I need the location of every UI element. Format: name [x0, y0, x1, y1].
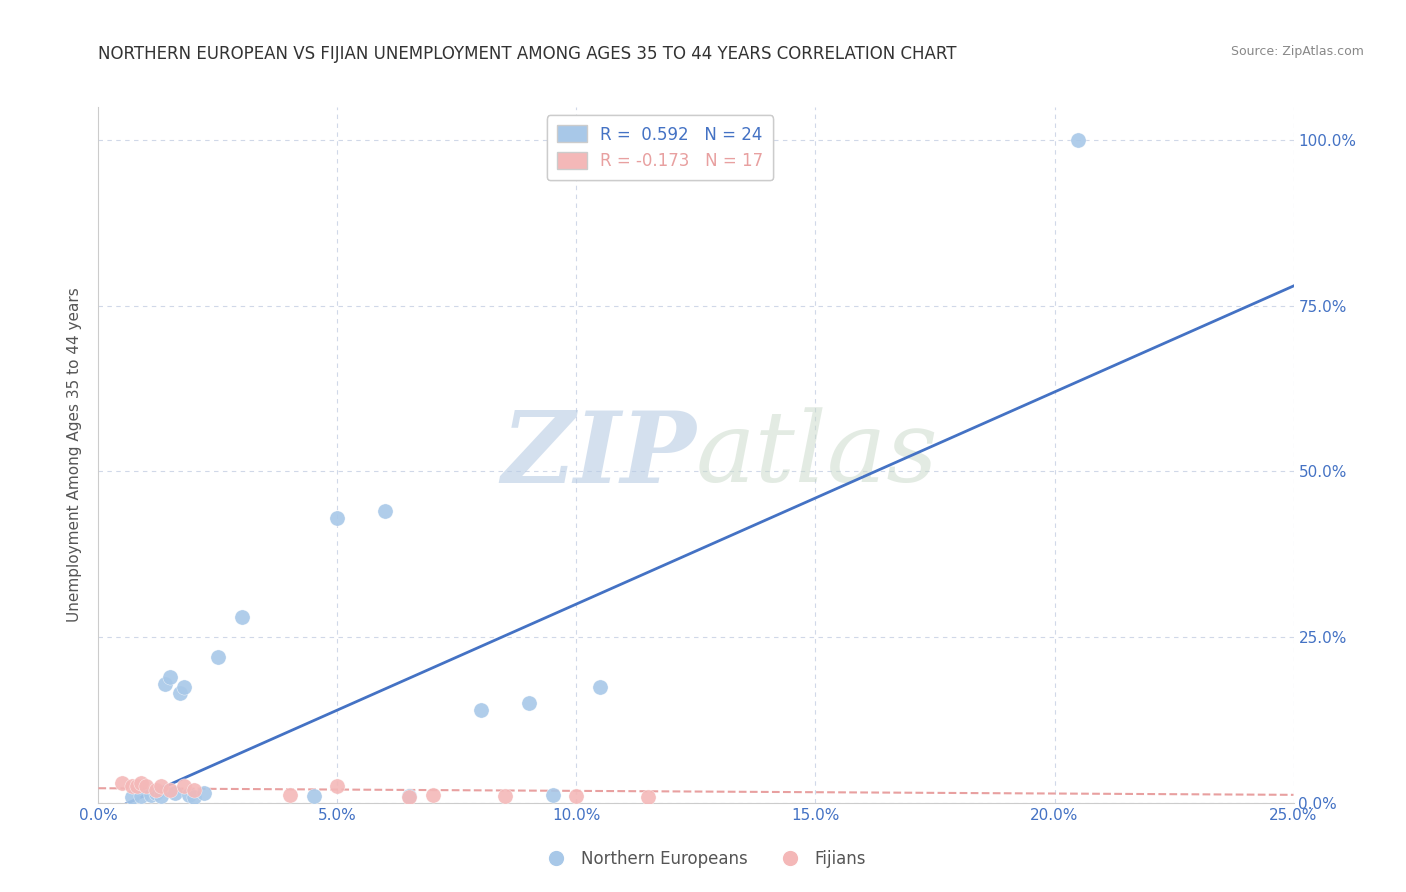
Point: [159, 670, 181, 684]
Point: [155, 676, 177, 690]
Point: [422, 788, 444, 802]
Point: [169, 686, 191, 700]
Point: [145, 782, 167, 797]
Point: [207, 650, 229, 665]
Text: Source: ZipAtlas.com: Source: ZipAtlas.com: [1230, 45, 1364, 58]
Point: [149, 789, 172, 804]
Point: [302, 789, 325, 804]
Point: [125, 779, 148, 793]
Point: [149, 779, 172, 793]
Point: [398, 790, 420, 805]
Point: [173, 779, 195, 793]
Point: [494, 789, 516, 804]
Text: ZIP: ZIP: [501, 407, 696, 503]
Legend: R =  0.592   N = 24, R = -0.173   N = 17: R = 0.592 N = 24, R = -0.173 N = 17: [547, 115, 773, 180]
Point: [470, 703, 492, 717]
Point: [173, 680, 195, 694]
Point: [179, 788, 201, 802]
Point: [139, 788, 162, 802]
Point: [131, 776, 153, 790]
Point: [183, 782, 205, 797]
Point: [145, 786, 167, 800]
Legend: Northern Europeans, Fijians: Northern Europeans, Fijians: [533, 844, 873, 875]
Point: [231, 610, 253, 624]
Point: [398, 789, 420, 804]
Y-axis label: Unemployment Among Ages 35 to 44 years: Unemployment Among Ages 35 to 44 years: [67, 287, 83, 623]
Point: [541, 788, 564, 802]
Point: [278, 788, 301, 802]
Text: NORTHERN EUROPEAN VS FIJIAN UNEMPLOYMENT AMONG AGES 35 TO 44 YEARS CORRELATION C: NORTHERN EUROPEAN VS FIJIAN UNEMPLOYMENT…: [98, 45, 957, 62]
Point: [193, 786, 215, 800]
Point: [183, 790, 205, 805]
Point: [121, 790, 143, 805]
Point: [326, 511, 349, 525]
Point: [111, 776, 134, 790]
Point: [121, 779, 143, 793]
Point: [374, 504, 396, 518]
Point: [131, 789, 153, 804]
Point: [517, 697, 540, 711]
Point: [565, 789, 588, 804]
Point: [1067, 133, 1090, 147]
Point: [135, 779, 157, 793]
Point: [637, 790, 659, 805]
Point: [159, 782, 181, 797]
Point: [326, 779, 349, 793]
Point: [163, 786, 186, 800]
Text: atlas: atlas: [696, 408, 939, 502]
Point: [589, 680, 612, 694]
